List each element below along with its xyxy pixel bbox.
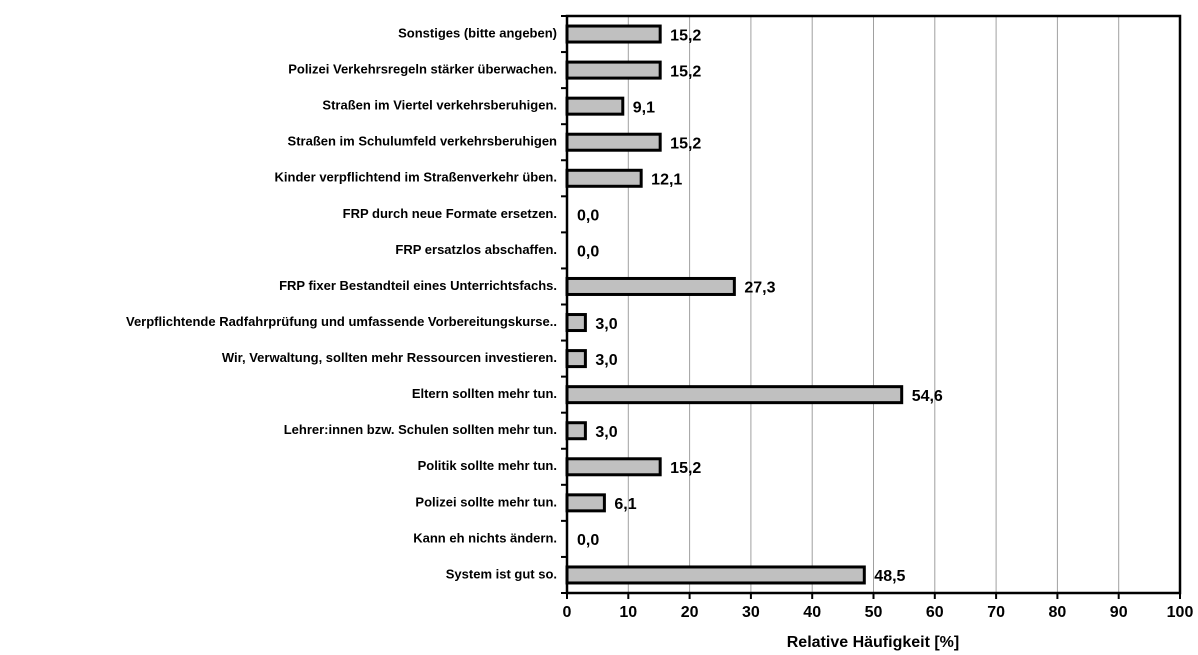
value-label: 48,5	[874, 568, 905, 585]
bar	[565, 421, 587, 441]
bar	[565, 96, 625, 116]
x-tick-label: 20	[681, 604, 699, 621]
value-label: 27,3	[744, 280, 775, 297]
x-tick-label: 70	[987, 604, 1005, 621]
y-tick-label: Eltern sollten mehr tun.	[412, 386, 557, 401]
value-label: 0,0	[577, 532, 599, 549]
bar	[565, 313, 587, 333]
value-label: 15,2	[670, 63, 701, 80]
x-tick-label: 80	[1049, 604, 1067, 621]
bar	[565, 168, 643, 188]
bar	[565, 132, 662, 152]
value-label: 9,1	[633, 99, 655, 116]
x-axis-label: Relative Häufigkeit [%]	[787, 634, 959, 651]
y-tick-label: Wir, Verwaltung, sollten mehr Ressourcen…	[222, 350, 557, 365]
bar	[565, 276, 736, 296]
y-tick-label: Polizei sollte mehr tun.	[415, 494, 557, 509]
x-tick-label: 90	[1110, 604, 1128, 621]
x-tick-label: 40	[803, 604, 821, 621]
y-tick-label: Kinder verpflichtend im Straßenverkehr ü…	[275, 170, 557, 185]
bar	[565, 457, 662, 477]
y-tick-label: FRP fixer Bestandteil eines Unterrichtsf…	[279, 278, 557, 293]
value-label: 15,2	[670, 135, 701, 152]
y-tick-label: FRP ersatzlos abschaffen.	[395, 242, 557, 257]
bar	[565, 60, 662, 80]
y-tick-label: Sonstiges (bitte angeben)	[398, 25, 557, 40]
value-label: 3,0	[595, 352, 617, 369]
y-tick-label: Straßen im Schulumfeld verkehrsberuhigen	[288, 134, 558, 149]
value-label: 3,0	[595, 316, 617, 333]
value-label: 3,0	[595, 424, 617, 441]
bar	[565, 493, 606, 513]
value-label: 0,0	[577, 208, 599, 225]
bar	[565, 565, 866, 585]
x-tick-label: 10	[619, 604, 637, 621]
y-tick-label: Straßen im Viertel verkehrsberuhigen.	[322, 98, 557, 113]
value-label: 15,2	[670, 27, 701, 44]
bar	[565, 349, 587, 369]
value-label: 54,6	[912, 388, 943, 405]
x-tick-label: 0	[563, 604, 572, 621]
y-tick-label: Lehrer:innen bzw. Schulen sollten mehr t…	[284, 422, 557, 437]
x-tick-label: 50	[865, 604, 883, 621]
y-tick-label: Politik sollte mehr tun.	[418, 458, 557, 473]
value-label: 15,2	[670, 460, 701, 477]
value-label: 12,1	[651, 172, 682, 189]
y-tick-label: System ist gut so.	[446, 566, 557, 581]
value-label: 0,0	[577, 244, 599, 261]
y-tick-label: Kann eh nichts ändern.	[413, 530, 557, 545]
y-tick-label: FRP durch neue Formate ersetzen.	[343, 206, 557, 221]
bar	[565, 385, 904, 405]
x-tick-label: 60	[926, 604, 944, 621]
y-tick-label: Verpflichtende Radfahrprüfung und umfass…	[126, 314, 557, 329]
x-tick-label: 30	[742, 604, 760, 621]
y-tick-label: Polizei Verkehrsregeln stärker überwache…	[288, 62, 557, 77]
x-tick-label: 100	[1167, 604, 1194, 621]
value-label: 6,1	[614, 496, 636, 513]
bar	[565, 24, 662, 44]
